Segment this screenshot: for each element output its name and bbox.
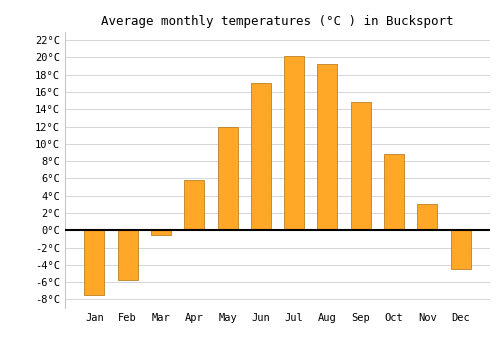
- Bar: [318, 64, 338, 230]
- Bar: [450, 230, 470, 269]
- Bar: [251, 83, 271, 230]
- Bar: [418, 204, 438, 230]
- Bar: [384, 154, 404, 230]
- Bar: [84, 230, 104, 295]
- Bar: [184, 180, 204, 230]
- Title: Average monthly temperatures (°C ) in Bucksport: Average monthly temperatures (°C ) in Bu…: [101, 15, 454, 28]
- Bar: [218, 127, 238, 230]
- Bar: [284, 56, 304, 230]
- Bar: [351, 102, 371, 230]
- Bar: [118, 230, 138, 280]
- Bar: [151, 230, 171, 235]
